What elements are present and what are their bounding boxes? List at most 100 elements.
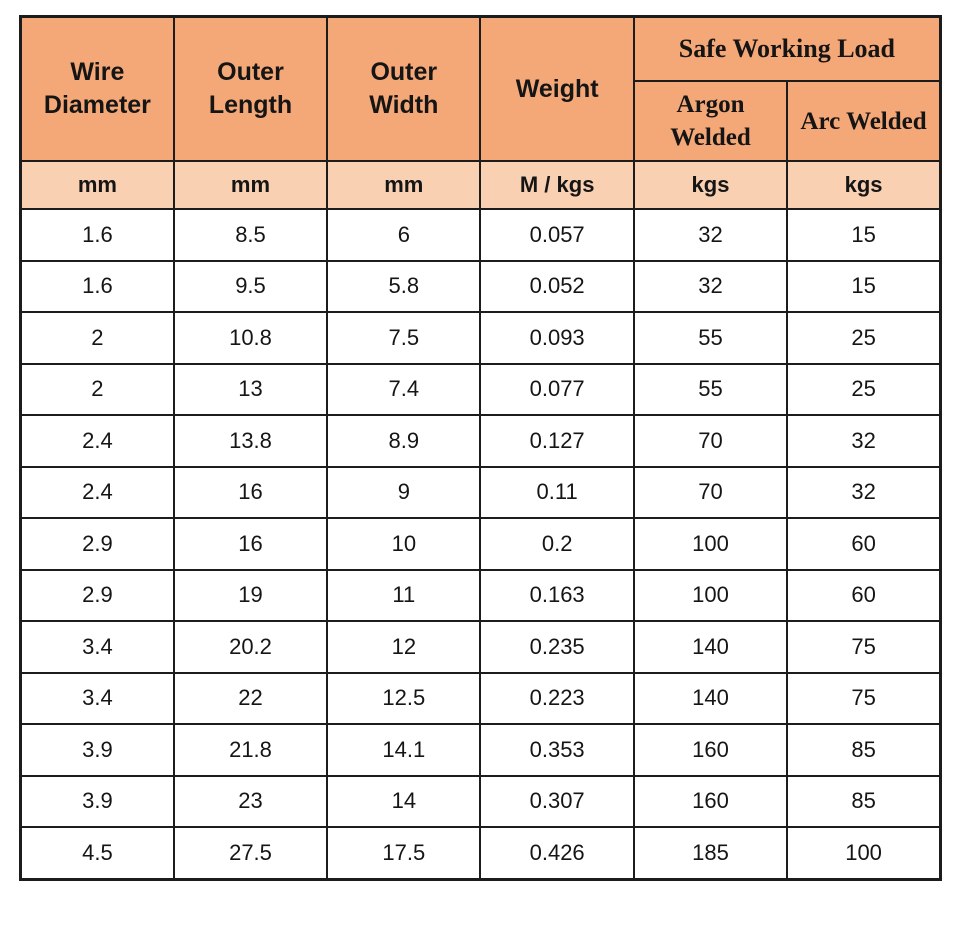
table-cell-argon-welded: 100 — [632, 568, 789, 622]
table-cell-weight: 0.353 — [479, 723, 635, 777]
table-cell-weight: 0.235 — [479, 620, 635, 674]
header-arc-welded: Arc Welded — [786, 80, 942, 162]
table-cell-argon-welded: 32 — [632, 259, 789, 313]
header-wire-diameter: Wire Diameter — [19, 15, 175, 162]
header-outer-length: Outer Length — [172, 15, 329, 162]
table-cell-arc-welded: 25 — [786, 311, 942, 365]
table-cell-argon-welded: 70 — [632, 465, 789, 519]
table-cell-outer-width: 12.5 — [326, 671, 482, 725]
table-row: 3.4 22 12.5 0.223 140 75 — [19, 671, 942, 725]
table-row: 1.6 9.5 5.8 0.052 32 15 — [19, 259, 942, 313]
table-cell-arc-welded: 100 — [786, 826, 942, 880]
table-cell-weight: 0.307 — [479, 774, 635, 828]
table-cell-outer-length: 9.5 — [172, 259, 329, 313]
table-header: Wire Diameter Outer Length Outer Width W… — [19, 15, 942, 210]
table-cell-wire-diameter: 2.9 — [19, 517, 175, 571]
table-cell-weight: 0.057 — [479, 208, 635, 262]
table-row: 2.9 16 10 0.2 100 60 — [19, 517, 942, 571]
table-cell-weight: 0.052 — [479, 259, 635, 313]
table-cell-arc-welded: 32 — [786, 414, 942, 468]
table-cell-arc-welded: 15 — [786, 259, 942, 313]
table-cell-outer-length: 27.5 — [172, 826, 329, 880]
table-cell-wire-diameter: 4.5 — [19, 826, 175, 880]
table-cell-outer-width: 7.5 — [326, 311, 482, 365]
table-cell-outer-length: 23 — [172, 774, 329, 828]
table-row: 2 13 7.4 0.077 55 25 — [19, 362, 942, 416]
table-cell-argon-welded: 185 — [632, 826, 789, 880]
table-cell-wire-diameter: 2 — [19, 311, 175, 365]
table-cell-outer-width: 9 — [326, 465, 482, 519]
table-cell-wire-diameter: 2.4 — [19, 465, 175, 519]
table-cell-outer-width: 14.1 — [326, 723, 482, 777]
table-cell-wire-diameter: 2.4 — [19, 414, 175, 468]
table-cell-arc-welded: 60 — [786, 568, 942, 622]
table-cell-weight: 0.426 — [479, 826, 635, 880]
header-weight: Weight — [479, 15, 635, 162]
table-row: 2.4 13.8 8.9 0.127 70 32 — [19, 414, 942, 468]
table-cell-arc-welded: 75 — [786, 671, 942, 725]
table-cell-weight: 0.093 — [479, 311, 635, 365]
unit-outer-width: mm — [326, 160, 482, 210]
table-cell-outer-length: 16 — [172, 517, 329, 571]
table-cell-weight: 0.127 — [479, 414, 635, 468]
table-cell-weight: 0.163 — [479, 568, 635, 622]
table-cell-arc-welded: 15 — [786, 208, 942, 262]
table-cell-outer-width: 7.4 — [326, 362, 482, 416]
table-row: 2 10.8 7.5 0.093 55 25 — [19, 311, 942, 365]
table-cell-wire-diameter: 2 — [19, 362, 175, 416]
table-row: 3.9 23 14 0.307 160 85 — [19, 774, 942, 828]
unit-argon-welded: kgs — [632, 160, 789, 210]
header-row-main: Wire Diameter Outer Length Outer Width W… — [19, 15, 942, 162]
header-row-sub: Argon Welded Arc Welded — [21, 80, 942, 162]
table-cell-weight: 0.223 — [479, 671, 635, 725]
table-cell-outer-width: 12 — [326, 620, 482, 674]
table-cell-weight: 0.11 — [479, 465, 635, 519]
table-cell-argon-welded: 160 — [632, 723, 789, 777]
table-cell-outer-width: 17.5 — [326, 826, 482, 880]
table-row: 4.5 27.5 17.5 0.426 185 100 — [19, 826, 942, 880]
table-cell-arc-welded: 32 — [786, 465, 942, 519]
table-cell-outer-width: 6 — [326, 208, 482, 262]
table-row: 1.6 8.5 6 0.057 32 15 — [19, 208, 942, 262]
unit-wire-diameter: mm — [19, 160, 175, 210]
table-cell-outer-length: 21.8 — [172, 723, 329, 777]
table-cell-wire-diameter: 3.9 — [19, 723, 175, 777]
table-cell-wire-diameter: 1.6 — [19, 259, 175, 313]
table-cell-argon-welded: 140 — [632, 671, 789, 725]
table-row: 3.4 20.2 12 0.235 140 75 — [19, 620, 942, 674]
table-cell-outer-width: 5.8 — [326, 259, 482, 313]
table-cell-arc-welded: 25 — [786, 362, 942, 416]
table-row: 3.9 21.8 14.1 0.353 160 85 — [19, 723, 942, 777]
table-cell-outer-length: 13.8 — [172, 414, 329, 468]
header-argon-welded: Argon Welded — [632, 80, 789, 162]
table-cell-wire-diameter: 2.9 — [19, 568, 175, 622]
table-cell-outer-length: 8.5 — [172, 208, 329, 262]
units-row: mm mm mm M / kgs kgs kgs — [19, 160, 942, 210]
table-cell-outer-length: 20.2 — [172, 620, 329, 674]
table-cell-wire-diameter: 3.4 — [19, 671, 175, 725]
table-cell-argon-welded: 70 — [632, 414, 789, 468]
table-cell-weight: 0.077 — [479, 362, 635, 416]
table-cell-argon-welded: 100 — [632, 517, 789, 571]
table-cell-argon-welded: 55 — [632, 362, 789, 416]
table-cell-outer-width: 11 — [326, 568, 482, 622]
header-outer-width: Outer Width — [326, 15, 482, 162]
table-cell-arc-welded: 60 — [786, 517, 942, 571]
table-cell-argon-welded: 160 — [632, 774, 789, 828]
table-cell-weight: 0.2 — [479, 517, 635, 571]
table-row: 2.4 16 9 0.11 70 32 — [19, 465, 942, 519]
table-cell-outer-width: 10 — [326, 517, 482, 571]
wire-specs-table: Wire Diameter Outer Length Outer Width W… — [19, 15, 942, 881]
table-cell-argon-welded: 32 — [632, 208, 789, 262]
table-cell-argon-welded: 55 — [632, 311, 789, 365]
unit-weight: M / kgs — [479, 160, 635, 210]
table-cell-outer-length: 16 — [172, 465, 329, 519]
table-row: 2.9 19 11 0.163 100 60 — [19, 568, 942, 622]
table-cell-outer-length: 22 — [172, 671, 329, 725]
table-cell-wire-diameter: 3.9 — [19, 774, 175, 828]
table-cell-outer-length: 10.8 — [172, 311, 329, 365]
table-cell-argon-welded: 140 — [632, 620, 789, 674]
table-cell-arc-welded: 85 — [786, 723, 942, 777]
unit-arc-welded: kgs — [786, 160, 942, 210]
